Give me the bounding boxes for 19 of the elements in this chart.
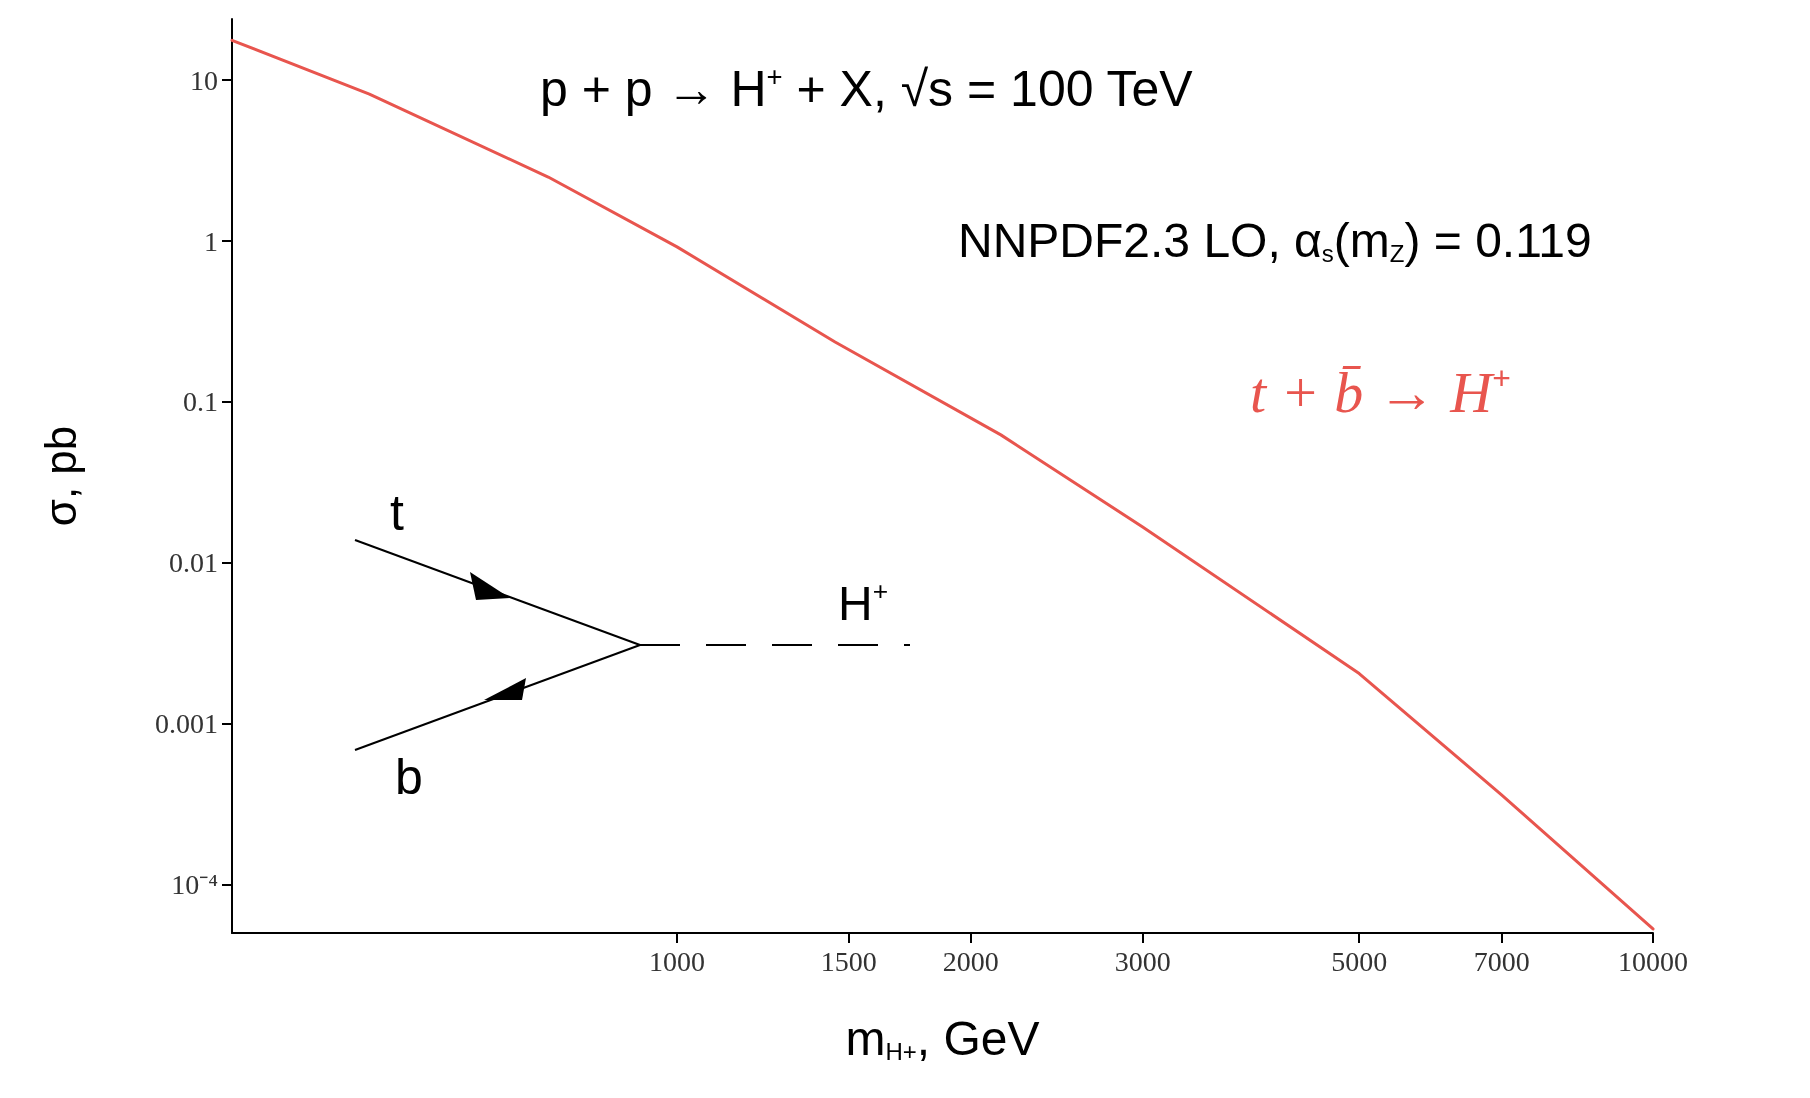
x-tick-label: 2000: [942, 945, 999, 977]
x-tick-label: 3000: [1114, 945, 1171, 977]
annotation: t: [390, 485, 404, 541]
x-tick-label: 7000: [1473, 945, 1530, 977]
y-tick-label: 1: [204, 225, 218, 257]
annotation: b: [395, 749, 423, 805]
y-tick-label: 10: [190, 64, 218, 96]
x-tick-label: 1000: [648, 945, 705, 977]
y-axis-title: σ, pb: [35, 425, 85, 527]
x-tick-label: 10000: [1618, 945, 1688, 977]
text: t + b̄ → H+: [1250, 360, 1511, 425]
annotation: H+: [838, 576, 889, 630]
y-tick-label: 0.1: [183, 386, 218, 418]
x-tick-label: 5000: [1331, 945, 1388, 977]
y-tick-label: 0.001: [155, 708, 218, 740]
x-tick-label: 1500: [820, 945, 877, 977]
y-tick-label: 10⁻⁴: [171, 869, 218, 901]
annotation: p + p → H+ + X, √s = 100 TeV: [540, 60, 1194, 117]
y-tick-label: 0.01: [169, 547, 218, 579]
